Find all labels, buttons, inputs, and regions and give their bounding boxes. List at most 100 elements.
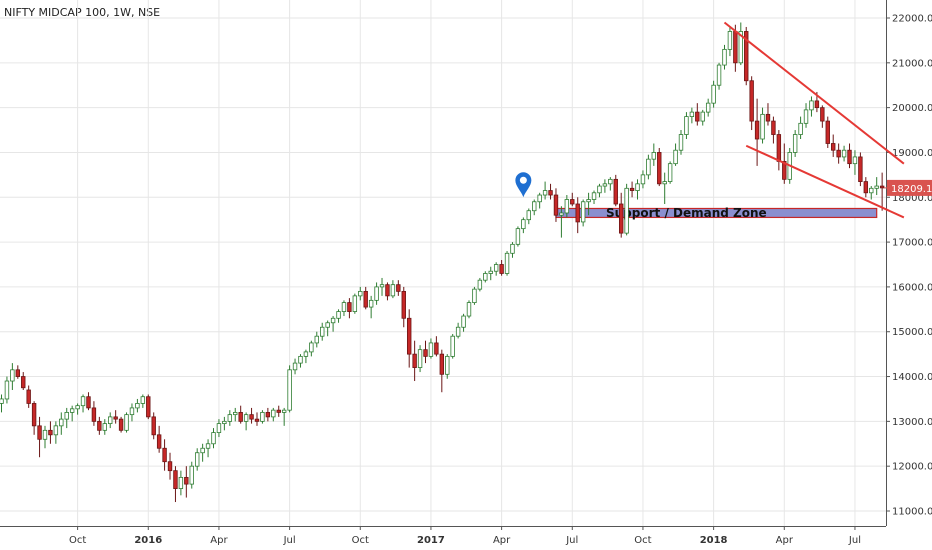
candle [526, 208, 531, 225]
candle-body [21, 376, 26, 389]
candle-body [727, 31, 733, 50]
candle [216, 419, 222, 438]
x-tick-label: Oct [352, 535, 369, 546]
candle-body [113, 416, 118, 420]
candle [298, 354, 303, 368]
candle-body [102, 423, 107, 431]
candle [292, 358, 298, 375]
candle-body [15, 369, 21, 377]
candle-body [803, 109, 809, 124]
candle-body [69, 408, 75, 413]
candle-body [140, 396, 146, 404]
candle [738, 22, 743, 66]
y-tick-label: 18000.00 [892, 193, 932, 204]
candle-body [75, 405, 80, 410]
candle [184, 466, 189, 498]
candle [358, 286, 363, 301]
candle-body [749, 80, 754, 122]
candle-body [368, 299, 374, 308]
candle [771, 116, 776, 144]
candle-body [91, 407, 97, 422]
map-pin-marker-icon[interactable] [515, 172, 532, 198]
candle-body [238, 411, 243, 422]
support-zone-label: Support / Demand Zone [606, 206, 767, 220]
candle-body [510, 243, 515, 254]
wedge-upper-line[interactable] [723, 21, 905, 165]
candle [140, 394, 146, 408]
candle-body [455, 326, 461, 337]
candle [705, 98, 711, 117]
candle-body [738, 31, 743, 64]
candle-body [401, 290, 406, 319]
candle [91, 401, 97, 426]
candle-body [406, 317, 412, 355]
candle [26, 385, 31, 408]
candle [271, 407, 276, 422]
candle [727, 26, 733, 57]
candle [48, 421, 53, 444]
candle-body [292, 362, 298, 371]
candle [412, 340, 417, 382]
candle-body [847, 149, 852, 165]
candle [515, 226, 521, 247]
candle [792, 130, 798, 157]
candle [553, 188, 559, 222]
candle-body [776, 134, 782, 162]
candle-body [37, 425, 42, 440]
y-tick-label: 11000.00 [892, 507, 932, 518]
candle [841, 145, 847, 162]
candle [532, 199, 537, 216]
candle [396, 280, 401, 296]
candle [537, 192, 542, 209]
candle-body [852, 156, 858, 165]
candle-body [814, 100, 820, 109]
candle [667, 161, 673, 184]
candle-body [619, 203, 624, 234]
x-tick-label: Jul [565, 535, 578, 546]
x-tick-label: Jul [848, 535, 861, 546]
candle-body [858, 156, 863, 182]
candle-body [281, 409, 287, 413]
candle [499, 260, 504, 276]
candle [194, 448, 200, 471]
candle [445, 354, 450, 379]
candle [450, 333, 455, 359]
y-tick-label: 13000.00 [892, 417, 932, 428]
candle-body [798, 122, 803, 135]
candle [564, 195, 570, 218]
candle-body [374, 286, 379, 301]
candle [336, 309, 341, 323]
x-tick-label: Oct [634, 535, 651, 546]
candle-body [347, 302, 352, 312]
candle [189, 461, 194, 489]
candle [37, 416, 42, 458]
candle [238, 405, 243, 424]
candle-body [385, 284, 390, 297]
candle-body [320, 326, 325, 337]
candle [548, 183, 553, 200]
candle [385, 282, 390, 301]
candle [874, 177, 879, 196]
candle-body [434, 342, 439, 355]
candle-body [363, 290, 368, 308]
candle-body [716, 64, 722, 86]
candle-body [265, 411, 271, 418]
y-tick-label: 19000.00 [892, 148, 932, 159]
candle-body [233, 411, 238, 416]
candle [831, 134, 836, 157]
candle [31, 401, 37, 435]
candle-body [249, 414, 254, 420]
candle [570, 192, 575, 207]
candle-body [184, 476, 189, 485]
candle [64, 407, 69, 429]
candle-body [820, 107, 825, 122]
candle-body [869, 187, 874, 194]
wedge-lower-line[interactable] [745, 144, 905, 219]
candle [260, 410, 265, 424]
candle [591, 190, 597, 204]
candle [0, 394, 4, 413]
candle-body [303, 351, 309, 357]
candle-body [532, 201, 537, 212]
y-tick-label: 16000.00 [892, 282, 932, 293]
